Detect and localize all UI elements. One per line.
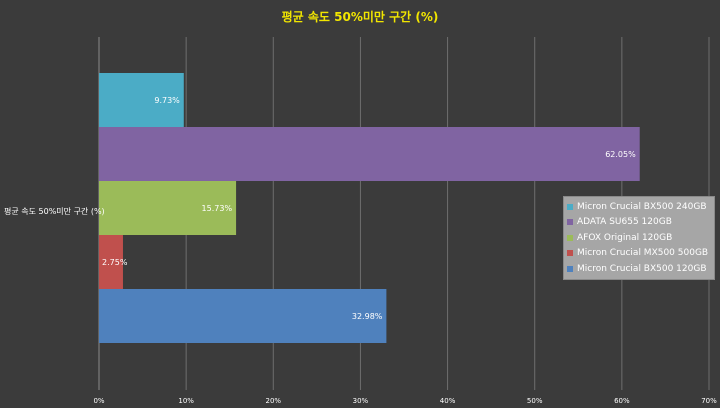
legend-label: AFOX Original 120GB [577, 232, 673, 243]
bar-data-label: 15.73% [202, 204, 233, 213]
legend-label: Micron Crucial BX500 120GB [577, 263, 707, 274]
bar-data-label: 9.73% [154, 96, 180, 105]
bar [99, 235, 123, 289]
x-tick-label: 50% [527, 397, 543, 405]
legend-swatch [567, 265, 573, 272]
x-tick-label: 40% [440, 397, 456, 405]
bar [99, 73, 184, 127]
legend-item: Micron Crucial BX500 240GB [567, 199, 711, 215]
bar-data-label: 62.05% [605, 150, 636, 159]
legend: Micron Crucial BX500 240GB ADATA SU655 12… [563, 196, 715, 280]
x-tick-label: 10% [178, 397, 194, 405]
legend-item: Micron Crucial MX500 500GB [567, 246, 711, 262]
x-tick-label: 30% [353, 397, 369, 405]
legend-swatch [567, 250, 573, 257]
bar [99, 127, 640, 181]
legend-item: Micron Crucial BX500 120GB [567, 261, 711, 277]
category-axis-label: 평균 속도 50%미만 구간 (%) [4, 207, 105, 216]
bar-data-label: 32.98% [352, 312, 383, 321]
bar [99, 289, 387, 343]
legend-swatch [567, 219, 573, 226]
legend-swatch [567, 203, 573, 210]
x-axis-ticks: 0% 10% 20% 30% 40% 50% 60% 70% [93, 397, 717, 405]
x-tick-label: 70% [701, 397, 717, 405]
legend-item: AFOX Original 120GB [567, 230, 711, 246]
legend-swatch [567, 234, 573, 241]
legend-label: ADATA SU655 120GB [577, 217, 672, 228]
x-tick-label: 60% [614, 397, 630, 405]
legend-label: Micron Crucial BX500 240GB [577, 201, 707, 212]
bar-data-label: 2.75% [102, 258, 128, 267]
x-tick-label: 0% [93, 397, 104, 405]
bars: 9.73% 62.05% 15.73% 2.75% 32.98% [99, 73, 640, 343]
x-tick-label: 20% [266, 397, 282, 405]
bar [99, 181, 237, 235]
legend-label: Micron Crucial MX500 500GB [577, 248, 709, 259]
legend-item: ADATA SU655 120GB [567, 215, 711, 231]
chart-title: 평균 속도 50%미만 구간 (%) [281, 10, 439, 24]
